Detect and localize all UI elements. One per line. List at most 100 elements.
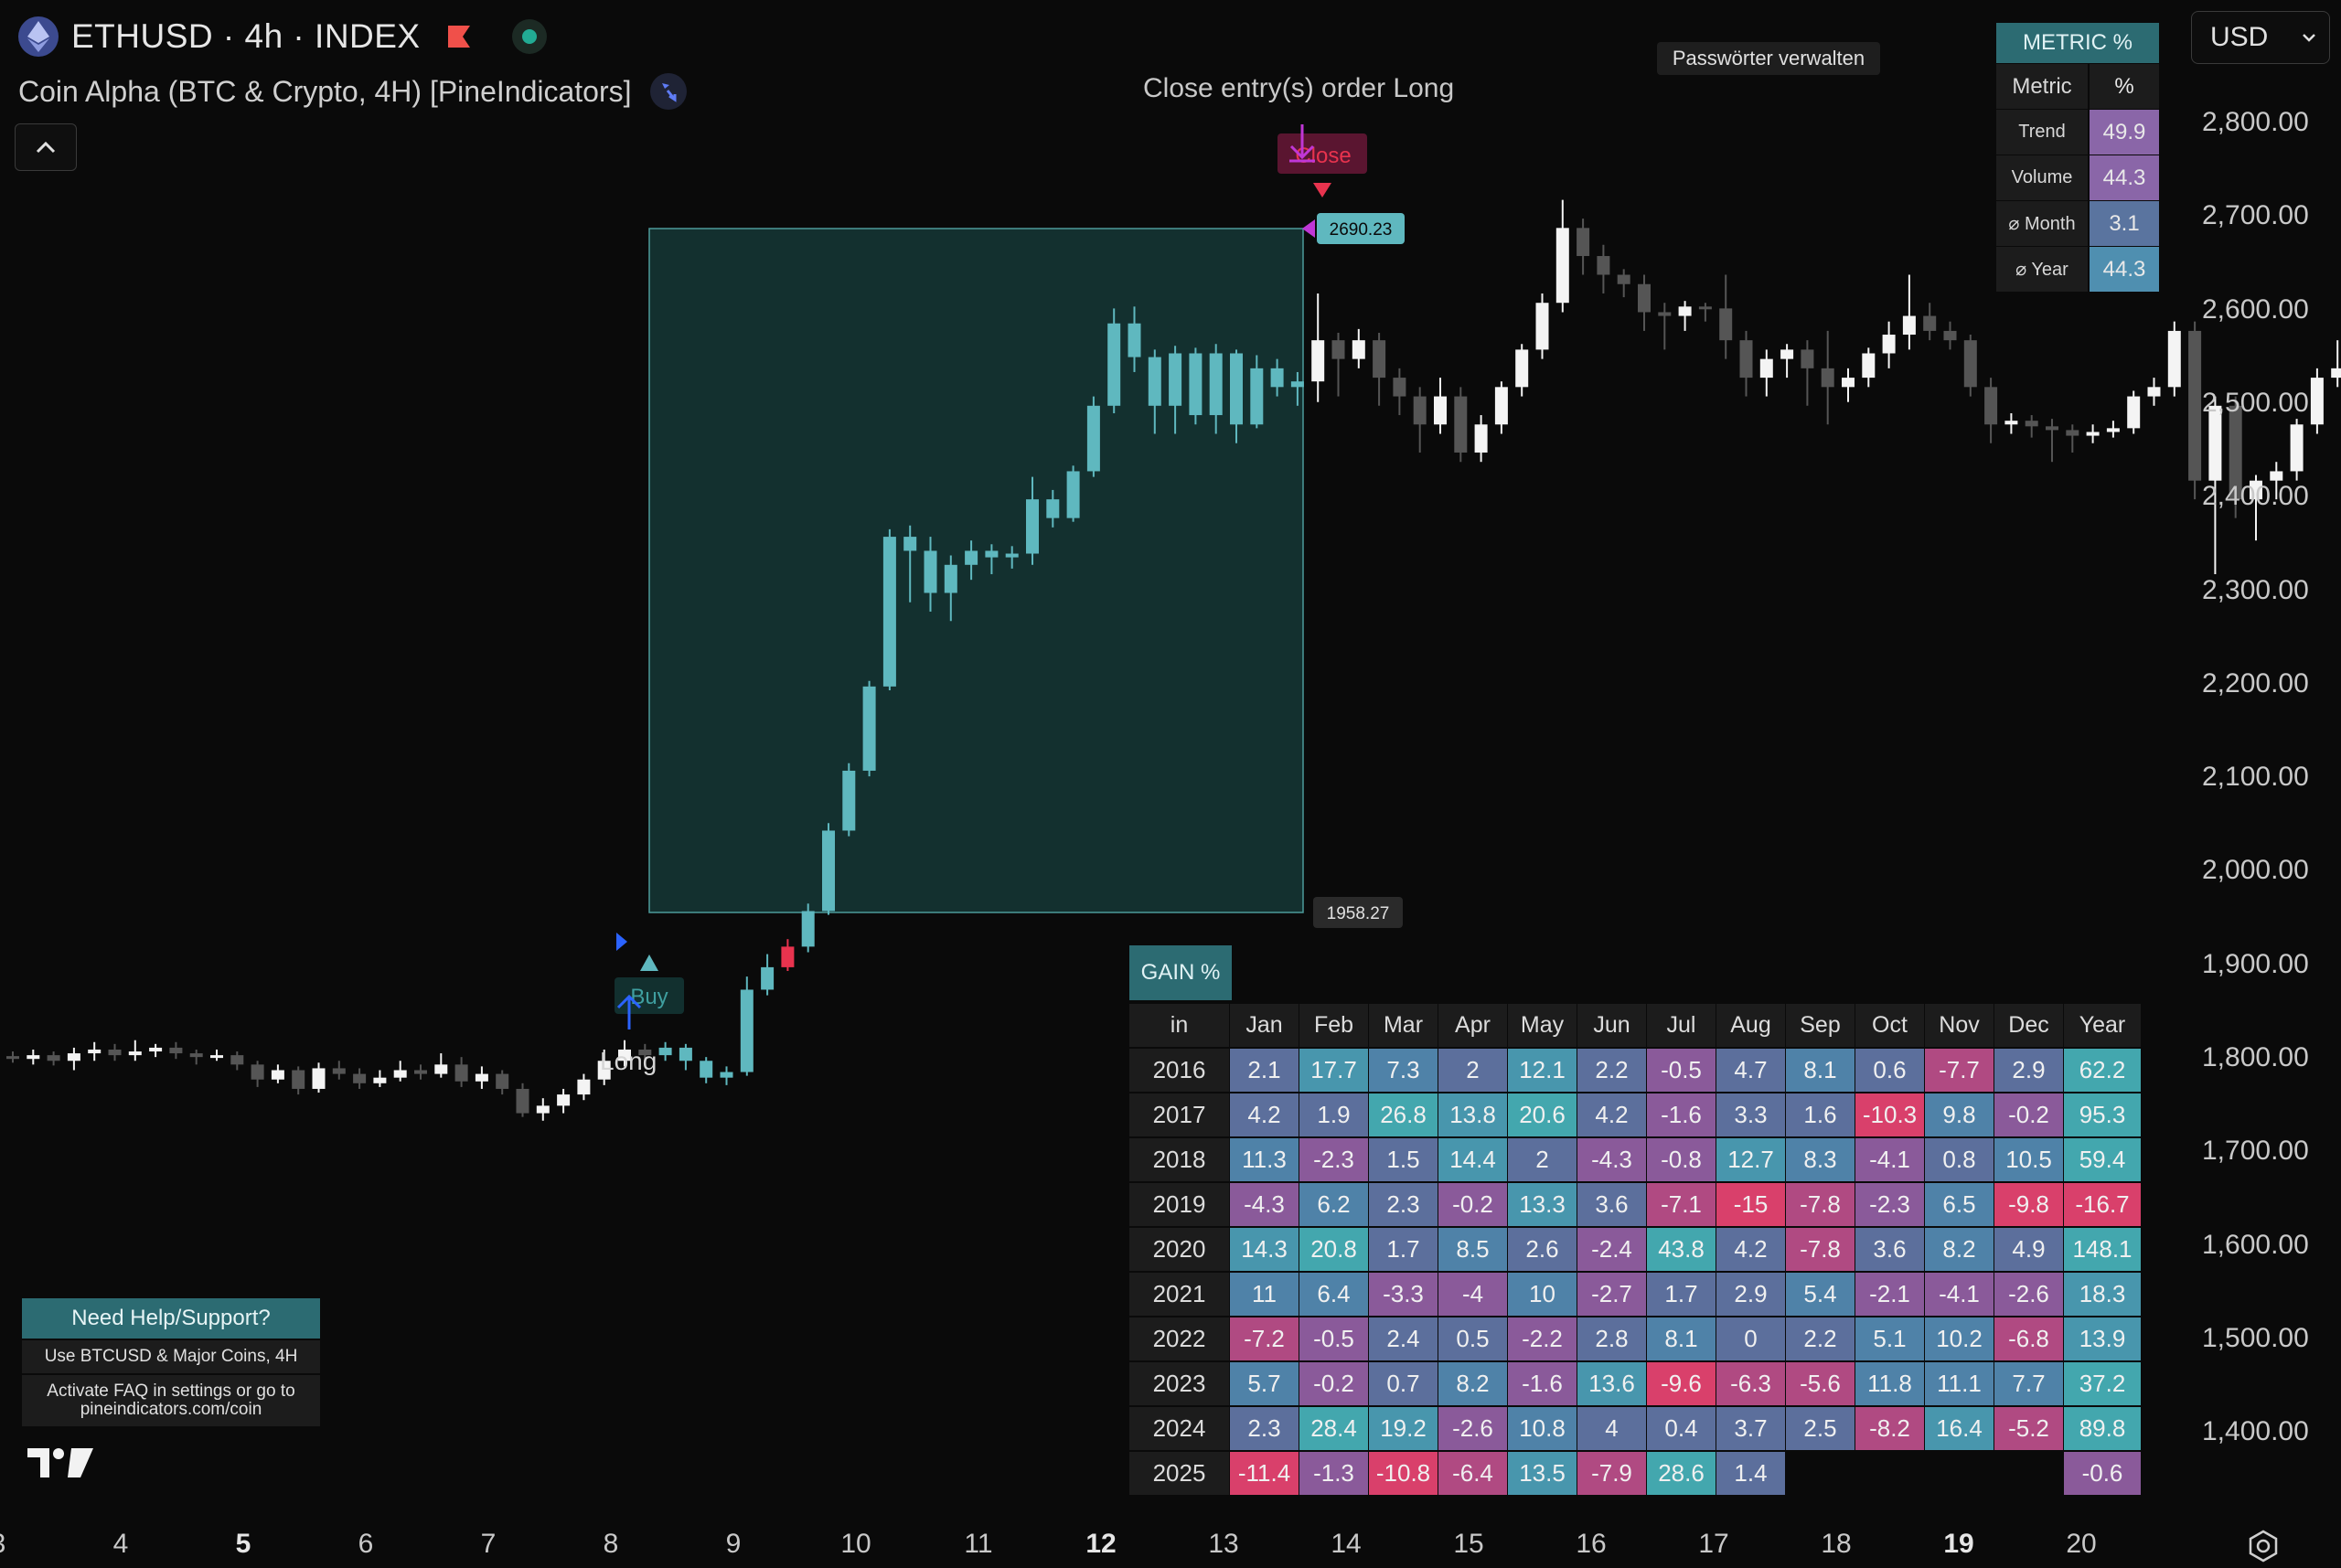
price-tick-label: 1,500.00 (2202, 1322, 2309, 1353)
chart-settings-icon[interactable] (2246, 1529, 2281, 1563)
candle-body (1128, 323, 1141, 357)
gain-row: 2024 2.3 28.4 19.2 -2.6 10.8 4 0.4 3.7 2.5 -8.2 16.… (1129, 1407, 2142, 1450)
indicator-title[interactable]: Coin Alpha (BTC & Crypto, 4H) [PineIndic… (18, 74, 632, 108)
gain-table: in Jan Feb Mar Apr May Jun Jul Aug Sep Oct Nov Dec Ye… (1129, 1004, 2142, 1497)
price-tag-top: 2690.23 (1317, 213, 1405, 244)
metric-key: ⌀ Month (1996, 201, 2088, 246)
flag-icon[interactable] (446, 24, 472, 49)
gain-row: 2020 14.3 20.8 1.7 8.5 2.6 -2.4 43.8 4.2 -7.8 3.6 8… (1129, 1228, 2142, 1271)
gain-value-cell: -4 (1438, 1273, 1507, 1316)
currency-value: USD (2210, 22, 2269, 52)
gain-value-cell: 14.3 (1230, 1228, 1299, 1271)
gain-value-cell: -2.3 (1855, 1183, 1924, 1226)
gain-value-cell: 4.2 (1716, 1228, 1785, 1271)
candle-body (1984, 387, 1998, 425)
gain-value-cell: 1.4 (1716, 1452, 1785, 1495)
candle-body (658, 1047, 672, 1056)
metric-table-title: METRIC % (1996, 23, 2159, 63)
gain-value-cell: -7.2 (1230, 1317, 1299, 1360)
gain-value-cell: -0.5 (1647, 1049, 1716, 1092)
gain-value-cell: 62.2 (2064, 1049, 2141, 1092)
metric-value: 3.1 (2090, 201, 2159, 246)
candle-body (1842, 378, 1855, 388)
buy-label: Buy (630, 985, 668, 1009)
gain-header-cell: Feb (1299, 1004, 1368, 1047)
gain-value-cell: -0.2 (1994, 1093, 2063, 1136)
gain-value-cell: -7.8 (1786, 1228, 1855, 1271)
gain-value-cell: 2.9 (1994, 1049, 2063, 1092)
price-tick-label: 1,800.00 (2202, 1042, 2309, 1072)
gain-value-cell: 2 (1508, 1138, 1577, 1181)
candle-body (924, 550, 937, 593)
gain-row: 2019 -4.3 6.2 2.3 -0.2 13.3 3.6 -7.1 -15 -7.8 -2.3… (1129, 1183, 2142, 1226)
gain-value-cell: 8.3 (1786, 1138, 1855, 1181)
candle-body (1759, 358, 1773, 379)
tradingview-logo-icon[interactable] (26, 1445, 95, 1481)
candle-body (1331, 340, 1345, 359)
gain-value-cell: -0.2 (1299, 1362, 1368, 1405)
gain-value-cell: 28.4 (1299, 1407, 1368, 1450)
candle-body (475, 1073, 488, 1082)
close-entry-annotation: Close entry(s) order Long (1143, 73, 1455, 103)
candles (6, 199, 2341, 1121)
collapse-legend-button[interactable] (15, 123, 77, 171)
entry-pointer (616, 933, 627, 951)
candle-body (1474, 424, 1488, 453)
candle-body (1555, 228, 1569, 304)
candle-body (862, 686, 876, 771)
candle-body (1515, 349, 1529, 388)
price-tick-label: 2,700.00 (2202, 200, 2309, 231)
gain-value-cell: 3.3 (1716, 1093, 1785, 1136)
help-box: Need Help/Support? Use BTCUSD & Major Co… (22, 1298, 320, 1426)
gain-year-cell: 2017 (1129, 1093, 1229, 1136)
candle-body (108, 1049, 122, 1056)
candle-body (700, 1061, 713, 1078)
gain-value-cell: -11.4 (1230, 1452, 1299, 1495)
gain-value-cell: 8.1 (1647, 1317, 1716, 1360)
symbol-title[interactable]: ETHUSD · 4h · INDEX (71, 17, 421, 55)
gain-header-cell: Nov (1925, 1004, 1994, 1047)
candle-body (2086, 432, 2100, 436)
gain-value-cell: 37.2 (2064, 1362, 2141, 1405)
gain-year-cell: 2023 (1129, 1362, 1229, 1405)
gain-value-cell: 2 (1438, 1049, 1507, 1092)
close-triangle (1313, 183, 1331, 197)
gain-value-cell: -7.1 (1647, 1183, 1716, 1226)
price-tick-label: 2,000.00 (2202, 855, 2309, 886)
gain-value-cell: -0.6 (2064, 1452, 2141, 1495)
candle-body (393, 1070, 407, 1078)
gain-value-cell: 3.6 (1855, 1228, 1924, 1271)
candle-body (1739, 340, 1753, 379)
candle-body (1005, 553, 1019, 558)
candle-body (822, 830, 835, 912)
gain-header-cell: Mar (1369, 1004, 1438, 1047)
time-tick-label: 13 (1208, 1529, 1239, 1559)
gain-value-cell: 2.9 (1716, 1273, 1785, 1316)
exit-pointer (1302, 219, 1315, 238)
time-tick-label: 18 (1821, 1529, 1852, 1559)
candle-body (2250, 480, 2262, 500)
password-manager-button[interactable]: Passwörter verwalten (1657, 42, 1880, 75)
gain-header-cell: Apr (1438, 1004, 1507, 1047)
gain-header-cell: Jul (1647, 1004, 1716, 1047)
candle-body (1698, 306, 1712, 310)
gain-year-cell: 2016 (1129, 1049, 1229, 1092)
indicator-legend[interactable]: Coin Alpha (BTC & Crypto, 4H) [PineIndic… (18, 69, 687, 113)
indicator-settings-icon[interactable] (649, 73, 687, 110)
price-tick-label: 2,400.00 (2202, 481, 2309, 512)
candle-body (496, 1073, 509, 1089)
help-line-1: Use BTCUSD & Major Coins, 4H (22, 1340, 320, 1373)
gain-value-cell: 4 (1577, 1407, 1646, 1450)
symbol-header[interactable]: ETHUSD · 4h · INDEX (18, 13, 547, 60)
candle-body (1434, 396, 1447, 425)
time-tick-label: 4 (112, 1529, 129, 1559)
chevron-down-icon (2303, 34, 2315, 42)
candle-body (597, 1061, 611, 1080)
candle-body (842, 770, 856, 831)
currency-select[interactable]: USD (2191, 11, 2330, 64)
gain-value-cell: 2.6 (1508, 1228, 1577, 1271)
candle-body (557, 1094, 571, 1106)
gain-value-cell: 95.3 (2064, 1093, 2141, 1136)
gain-year-cell: 2019 (1129, 1183, 1229, 1226)
